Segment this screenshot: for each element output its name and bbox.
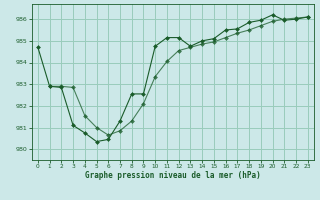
X-axis label: Graphe pression niveau de la mer (hPa): Graphe pression niveau de la mer (hPa) (85, 171, 261, 180)
